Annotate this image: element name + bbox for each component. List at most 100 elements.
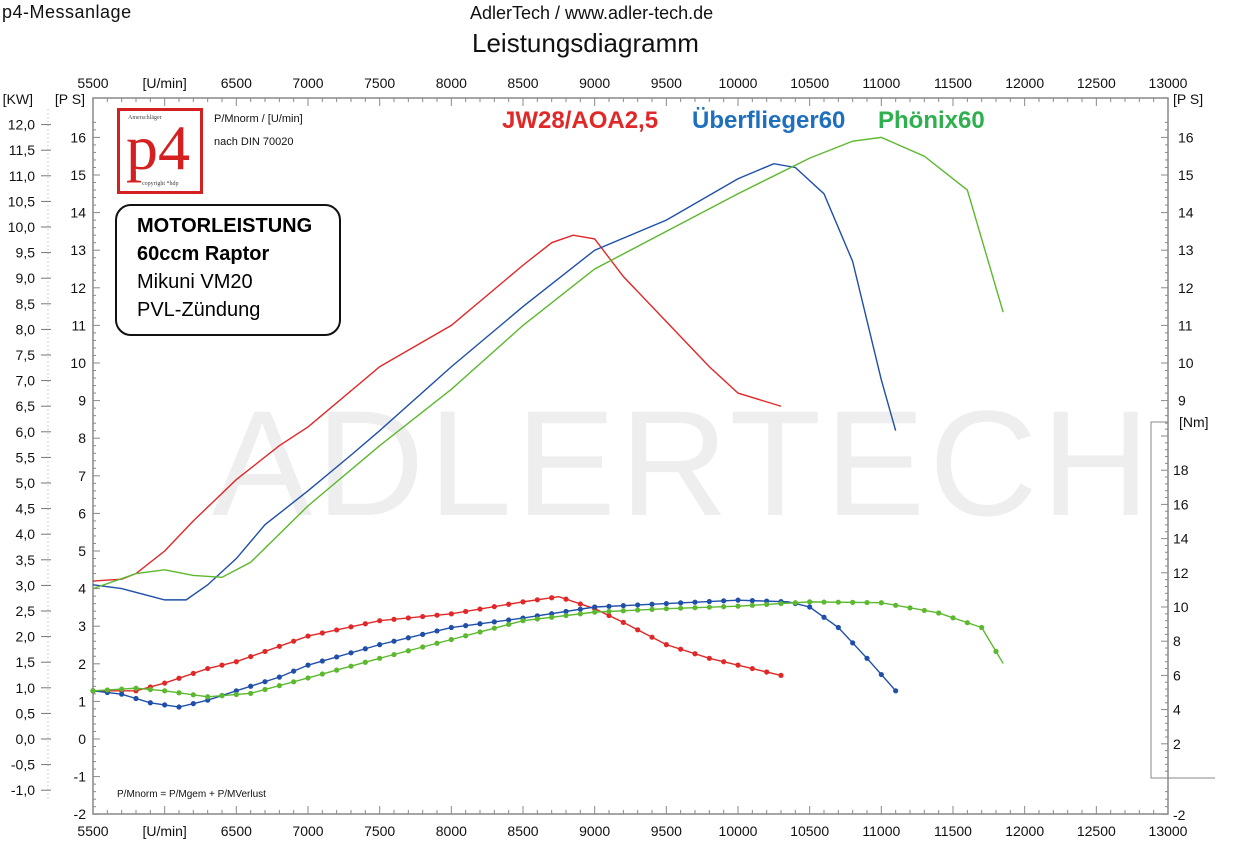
x-tick-label-bottom: 11500 <box>934 823 972 839</box>
torque-point-1 <box>405 635 411 641</box>
kw-tick-label: 5,5 <box>16 449 36 465</box>
ps-tick-label: 5 <box>78 543 86 559</box>
torque-point-0 <box>205 665 211 672</box>
ps-tick-label: 7 <box>78 468 86 484</box>
header-center: AdlerTech / www.adler-tech.de <box>470 3 714 23</box>
legend-phoenix: Phönix60 <box>878 107 985 134</box>
torque-point-2 <box>807 599 813 605</box>
ps-right-tick-label: 16 <box>1178 129 1194 145</box>
kw-tick-label: 7,5 <box>16 347 36 363</box>
torque-point-2 <box>749 602 755 608</box>
x-tick-label-bottom: [U/min] <box>142 823 186 839</box>
kw-tick-label: 10,0 <box>8 219 35 235</box>
torque-point-2 <box>190 692 196 698</box>
torque-point-2 <box>620 608 626 614</box>
torque-point-0 <box>391 616 397 622</box>
torque-point-2 <box>792 600 798 606</box>
x-tick-label-bottom: 8500 <box>507 823 538 839</box>
torque-point-1 <box>649 601 655 607</box>
torque-point-1 <box>348 650 354 656</box>
torque-point-2 <box>334 667 340 673</box>
torque-point-2 <box>721 604 727 610</box>
torque-point-2 <box>878 600 884 606</box>
torque-point-2 <box>377 655 383 661</box>
x-tick-label-bottom: 5500 <box>77 823 108 839</box>
ps-right-tick-label: 11 <box>1178 317 1193 333</box>
torque-point-2 <box>420 644 426 650</box>
torque-point-2 <box>162 688 168 694</box>
x-tick-label-bottom: 7000 <box>292 823 323 839</box>
x-tick-label-top: 13000 <box>1149 75 1188 91</box>
torque-point-0 <box>520 599 526 605</box>
torque-point-1 <box>506 617 512 623</box>
torque-point-2 <box>678 605 684 611</box>
torque-point-0 <box>348 624 354 630</box>
torque-point-1 <box>176 704 182 710</box>
torque-point-1 <box>878 671 884 678</box>
torque-point-1 <box>119 691 125 697</box>
x-tick-label-top: 8000 <box>436 75 467 91</box>
torque-point-2 <box>936 610 942 616</box>
torque-point-1 <box>362 646 368 652</box>
torque-point-1 <box>391 638 397 644</box>
torque-point-1 <box>477 621 483 627</box>
torque-point-2 <box>434 640 440 646</box>
torque-point-2 <box>219 693 225 699</box>
norm-line1: P/Mnorm / [U/min] <box>214 113 303 125</box>
torque-point-2 <box>233 691 239 698</box>
torque-point-0 <box>176 675 182 681</box>
torque-point-1 <box>305 662 311 668</box>
torque-point-2 <box>463 633 469 639</box>
kw-axis-label: [KW] <box>3 91 33 107</box>
torque-point-0 <box>477 606 483 612</box>
torque-point-2 <box>534 616 540 622</box>
x-tick-label-top: 5500 <box>77 75 108 91</box>
x-tick-label-top: 10000 <box>719 75 758 91</box>
torque-point-2 <box>348 663 354 669</box>
x-tick-label-bottom: 7500 <box>364 823 395 839</box>
torque-point-2 <box>291 679 297 685</box>
ps-axis-label: [P S] <box>55 91 85 107</box>
x-tick-label-bottom: 13000 <box>1149 823 1188 839</box>
torque-point-2 <box>907 605 913 611</box>
kw-tick-label: 0,0 <box>16 731 36 747</box>
torque-point-0 <box>764 669 770 675</box>
kw-tick-label: 11,5 <box>9 142 35 158</box>
torque-point-0 <box>405 615 411 621</box>
torque-point-2 <box>692 605 698 611</box>
torque-point-0 <box>463 608 469 615</box>
torque-point-2 <box>491 625 497 631</box>
torque-point-2 <box>262 686 268 693</box>
x-tick-label-bottom: 9000 <box>579 823 610 839</box>
torque-point-1 <box>592 604 598 610</box>
torque-point-0 <box>606 612 612 619</box>
torque-point-2 <box>276 683 282 689</box>
torque-point-2 <box>133 685 139 691</box>
torque-point-0 <box>362 621 368 627</box>
torque-point-1 <box>749 598 755 604</box>
ps-tick-label: 4 <box>78 581 86 597</box>
kw-tick-label: 10,5 <box>8 193 35 209</box>
header-left: p4-Messanlage <box>2 2 132 22</box>
torque-point-1 <box>807 604 813 610</box>
kw-tick-label: 3,5 <box>16 552 36 568</box>
kw-tick-label: -0,5 <box>11 757 35 773</box>
x-tick-label-top: 9000 <box>579 75 610 91</box>
x-tick-label-top: 11500 <box>934 75 972 91</box>
torque-point-1 <box>491 619 497 625</box>
ps-tick-label: 1 <box>78 693 86 709</box>
nm-tick-label: 16 <box>1173 496 1189 512</box>
torque-point-2 <box>319 671 325 677</box>
torque-point-1 <box>620 603 626 609</box>
torque-point-2 <box>993 648 999 655</box>
info-ignition: PVL-Zündung <box>137 299 261 321</box>
ps-right-tick-label: 12 <box>1178 280 1194 296</box>
x-tick-label-bottom: 12500 <box>1077 823 1116 839</box>
x-tick-label-bottom: 6500 <box>221 823 252 839</box>
nm-tick-label: 12 <box>1173 565 1189 581</box>
ps-tick-label: 15 <box>70 167 86 183</box>
ps-right-axis-label: [P S] <box>1173 91 1203 107</box>
torque-point-0 <box>190 670 196 677</box>
nm-axis-label: [Nm] <box>1179 414 1209 430</box>
ps-tick-label: -2 <box>74 806 87 822</box>
